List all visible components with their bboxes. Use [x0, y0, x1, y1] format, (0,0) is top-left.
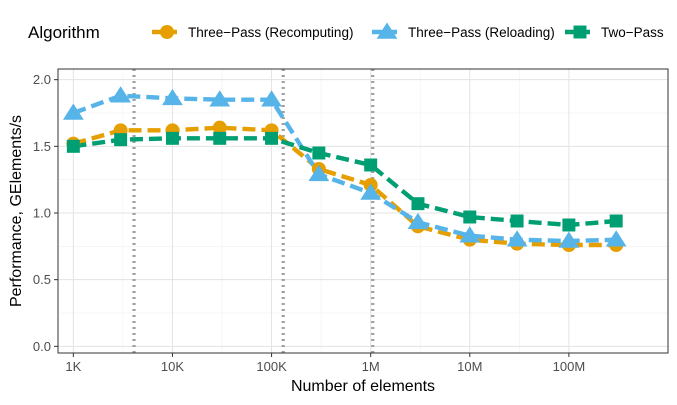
y-tick-label: 2.0: [33, 72, 51, 87]
data-point-three-pass-reloading: [360, 183, 382, 200]
data-point-two-pass: [510, 214, 524, 228]
legend-label: Three−Pass (Recomputing): [188, 25, 353, 40]
data-point-two-pass: [562, 218, 576, 232]
data-point-three-pass-reloading: [558, 231, 580, 248]
x-tick-label: 10M: [457, 359, 482, 374]
x-axis-label: Number of elements: [291, 378, 435, 395]
data-point-three-pass-reloading: [62, 103, 84, 120]
legend-swatch-marker: [376, 22, 398, 39]
data-point-three-pass-reloading: [110, 86, 132, 103]
y-tick-label: 1.0: [33, 206, 51, 221]
data-point-three-pass-recomputing: [212, 120, 227, 135]
data-point-three-pass-reloading: [506, 230, 528, 247]
data-point-three-pass-reloading: [261, 90, 282, 107]
y-tick-label: 1.5: [33, 139, 51, 154]
legend-label: Two−Pass: [601, 25, 664, 40]
data-point-two-pass: [609, 214, 623, 228]
x-tick-label: 10K: [161, 359, 184, 374]
data-point-two-pass: [165, 131, 179, 145]
data-point-two-pass: [312, 146, 326, 160]
y-tick-label: 0.0: [33, 339, 51, 354]
legend-swatch-marker: [159, 24, 175, 40]
data-point-three-pass-reloading: [605, 230, 627, 247]
data-point-two-pass: [463, 210, 477, 224]
legend-label: Three−Pass (Reloading): [408, 25, 555, 40]
data-point-two-pass: [364, 158, 378, 172]
legend-title: Algorithm: [28, 23, 100, 42]
data-point-three-pass-reloading: [162, 88, 183, 106]
legend: Algorithm Three−Pass (Recomputing) Three−…: [28, 22, 664, 42]
legend-item-two-pass: Two−Pass: [565, 25, 664, 40]
x-tick-label: 1K: [65, 359, 81, 374]
x-tick-label: 1M: [362, 359, 380, 374]
data-point-two-pass: [213, 131, 227, 145]
y-axis-label: Performance, GElements/s: [8, 115, 25, 307]
data-point-two-pass: [411, 197, 425, 211]
x-tick-label: 100M: [553, 359, 586, 374]
legend-item-three-pass-recomputing: Three−Pass (Recomputing): [152, 24, 353, 40]
data-point-two-pass: [265, 131, 279, 145]
x-tick-label: 100K: [256, 359, 287, 374]
data-point-three-pass-reloading: [308, 164, 330, 182]
series-line-two-pass: [73, 136, 617, 228]
plot-panel: [58, 69, 668, 353]
data-point-two-pass: [114, 133, 128, 147]
data-point-three-pass-reloading: [407, 212, 429, 230]
legend-swatch-marker: [573, 25, 587, 39]
data-point-two-pass: [66, 139, 80, 153]
legend-item-three-pass-reloading: Three−Pass (Reloading): [372, 22, 555, 40]
y-tick-label: 0.5: [33, 272, 51, 287]
data-point-three-pass-reloading: [459, 226, 481, 243]
plot-border: [57, 68, 669, 354]
data-point-three-pass-reloading: [209, 90, 231, 107]
